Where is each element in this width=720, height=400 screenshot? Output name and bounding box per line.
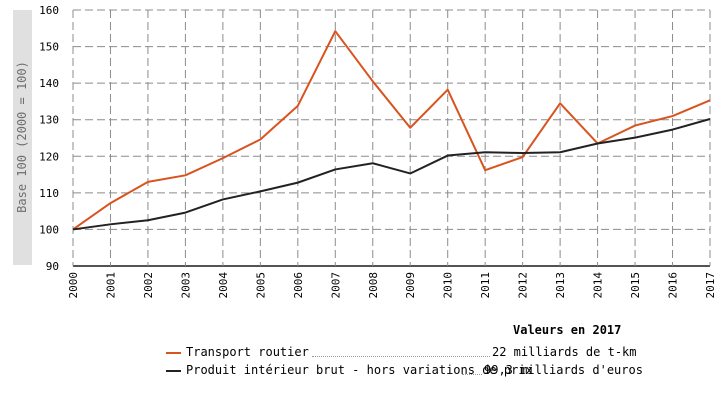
y-tick-label: 100 (39, 223, 59, 236)
legend-label: Transport routier (186, 345, 309, 359)
y-tick-label: 140 (39, 77, 59, 90)
x-tick-label: 2017 (704, 272, 717, 299)
y-tick-label: 150 (39, 41, 59, 54)
x-tick-label: 2006 (292, 272, 305, 299)
legend-label: Produit intérieur brut - hors variations… (186, 363, 533, 377)
x-tick-label: 2003 (179, 272, 192, 299)
x-tick-label: 2007 (329, 272, 342, 299)
grid (72, 9, 711, 267)
x-tick-label: 2014 (592, 272, 605, 299)
legend-value: 22 milliards de t-km (492, 345, 637, 359)
legend-title: Valeurs en 2017 (513, 323, 622, 337)
legend-leader-dots (312, 356, 490, 357)
x-tick-labels: 2000 2001 2002 2003 2004 2005 2006 2007 2008 2009… (67, 272, 717, 299)
x-tick-label: 2008 (367, 272, 380, 299)
x-tick-label: 2000 (67, 272, 80, 299)
series-line-transport (72, 30, 711, 231)
y-axis-label-band (13, 10, 32, 265)
y-tick-label: 120 (39, 150, 59, 163)
y-axis-label: Base 100 (2000 = 100) (15, 61, 29, 213)
y-tick-label: 160 (39, 4, 59, 17)
y-tick-labels: 90 100 110 120 130 140 150 160 (39, 4, 59, 273)
x-tick-label: 2004 (217, 272, 230, 299)
legend-item-pib: Produit intérieur brut - hors variations… (166, 363, 646, 379)
y-tick-label: 110 (39, 187, 59, 200)
legend-swatch-transport (166, 352, 181, 354)
x-tick-label: 2011 (479, 272, 492, 299)
legend-swatch-pib (166, 370, 181, 372)
y-tick-label: 90 (46, 260, 59, 273)
x-tick-label: 2005 (254, 272, 267, 299)
x-tick-label: 2012 (517, 272, 530, 299)
legend-leader-dots (462, 374, 482, 375)
y-tick-label: 130 (39, 114, 59, 127)
series-lines (72, 30, 711, 231)
x-tick-label: 2013 (554, 272, 567, 299)
legend-value: 99,3 milliards d'euros (484, 363, 643, 377)
x-tick-label: 2001 (104, 272, 117, 299)
x-tick-label: 2015 (629, 272, 642, 299)
legend-item-transport: Transport routier 22 milliards de t-km (166, 345, 646, 361)
x-tick-label: 2016 (667, 272, 680, 299)
x-tick-label: 2009 (404, 272, 417, 299)
x-tick-label: 2002 (142, 272, 155, 299)
series-line-pib (72, 118, 711, 231)
x-tick-label: 2010 (442, 272, 455, 299)
